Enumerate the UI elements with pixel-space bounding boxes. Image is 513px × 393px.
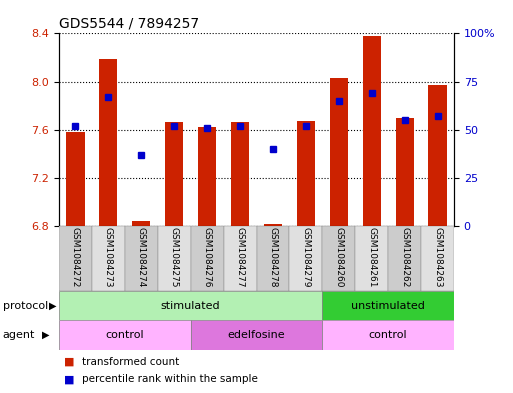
Bar: [421, 226, 454, 291]
Bar: [388, 226, 421, 291]
Text: percentile rank within the sample: percentile rank within the sample: [82, 374, 258, 384]
Bar: [92, 226, 125, 291]
Bar: [59, 291, 322, 320]
Bar: [66, 132, 85, 226]
Text: edelfosine: edelfosine: [228, 330, 285, 340]
Text: GSM1084278: GSM1084278: [268, 227, 278, 288]
Bar: [191, 226, 224, 291]
Bar: [132, 221, 150, 226]
Bar: [198, 127, 216, 226]
Text: GSM1084263: GSM1084263: [433, 227, 442, 288]
Bar: [256, 226, 289, 291]
Text: control: control: [369, 330, 407, 340]
Text: protocol: protocol: [3, 301, 48, 310]
Bar: [330, 78, 348, 226]
Bar: [322, 291, 454, 320]
Bar: [289, 226, 322, 291]
Bar: [100, 59, 117, 226]
Text: GSM1084262: GSM1084262: [400, 227, 409, 288]
Bar: [297, 121, 315, 226]
Text: ▶: ▶: [42, 330, 50, 340]
Text: GSM1084279: GSM1084279: [301, 227, 310, 288]
Text: GSM1084261: GSM1084261: [367, 227, 376, 288]
Text: transformed count: transformed count: [82, 356, 180, 367]
Bar: [59, 320, 191, 350]
Text: GSM1084277: GSM1084277: [235, 227, 245, 288]
Text: GSM1084260: GSM1084260: [334, 227, 343, 288]
Bar: [322, 320, 454, 350]
Text: GSM1084276: GSM1084276: [203, 227, 212, 288]
Bar: [355, 226, 388, 291]
Text: ■: ■: [64, 356, 74, 367]
Bar: [363, 36, 381, 226]
Text: agent: agent: [3, 330, 35, 340]
Bar: [165, 123, 183, 226]
Bar: [322, 226, 355, 291]
Bar: [158, 226, 191, 291]
Bar: [125, 226, 158, 291]
Bar: [264, 224, 282, 226]
Bar: [191, 320, 322, 350]
Text: GSM1084274: GSM1084274: [137, 227, 146, 288]
Bar: [396, 118, 413, 226]
Bar: [428, 85, 447, 226]
Text: ■: ■: [64, 374, 74, 384]
Text: GDS5544 / 7894257: GDS5544 / 7894257: [59, 17, 199, 31]
Text: GSM1084275: GSM1084275: [170, 227, 179, 288]
Text: stimulated: stimulated: [161, 301, 221, 310]
Text: ▶: ▶: [49, 301, 56, 310]
Bar: [224, 226, 256, 291]
Text: GSM1084272: GSM1084272: [71, 227, 80, 288]
Bar: [231, 123, 249, 226]
Text: GSM1084273: GSM1084273: [104, 227, 113, 288]
Text: control: control: [106, 330, 144, 340]
Text: unstimulated: unstimulated: [351, 301, 425, 310]
Bar: [59, 226, 92, 291]
